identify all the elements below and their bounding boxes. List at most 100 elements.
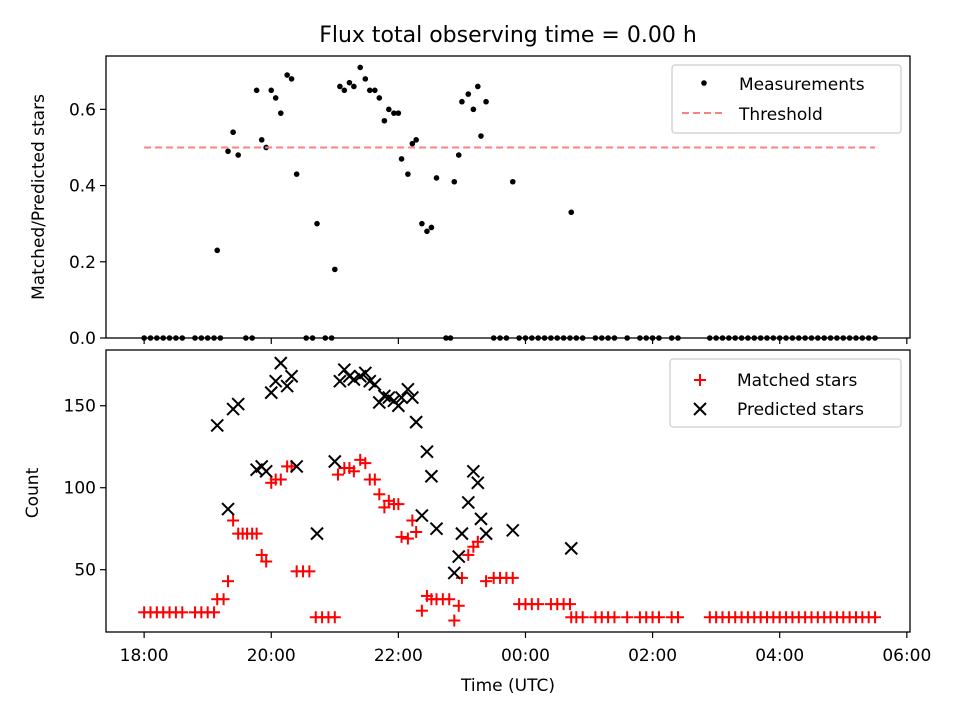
point-measurements xyxy=(424,228,430,235)
point-measurements xyxy=(475,83,481,90)
point-measurements xyxy=(230,129,236,136)
top-y-tick-label: 0.6 xyxy=(69,100,96,120)
point-matched-stars xyxy=(328,611,341,624)
point-predicted-stars xyxy=(452,549,466,564)
point-measurements xyxy=(258,137,265,143)
point-measurements xyxy=(366,87,373,94)
point-matched-stars xyxy=(208,606,221,619)
point-measurements xyxy=(284,72,290,78)
point-predicted-stars xyxy=(274,356,288,370)
point-measurements xyxy=(391,110,397,116)
bottom-axes-frame xyxy=(105,349,911,633)
point-matched-stars xyxy=(303,565,316,578)
point-measurements xyxy=(372,87,378,94)
top-axes-frame xyxy=(105,55,911,339)
point-predicted-stars xyxy=(429,522,444,536)
point-matched-stars xyxy=(480,575,493,588)
point-matched-stars xyxy=(260,555,273,568)
bottom-legend-box xyxy=(669,358,902,428)
point-measurements xyxy=(470,106,477,113)
point-matched-stars xyxy=(462,548,475,561)
legend-threshold-label: Threshold xyxy=(738,105,823,125)
point-matched-stars xyxy=(274,473,287,486)
point-predicted-stars xyxy=(401,382,415,397)
point-predicted-stars xyxy=(479,526,493,541)
bottom-y-tick-label: 100 xyxy=(64,479,96,499)
point-measurements xyxy=(332,266,338,273)
point-predicted-stars xyxy=(328,454,342,469)
point-measurements xyxy=(268,87,275,94)
point-measurements xyxy=(288,76,295,82)
point-predicted-stars xyxy=(284,369,299,383)
point-measurements xyxy=(362,76,369,82)
bottom-y-ticks: 50 100 150 xyxy=(64,397,106,581)
point-predicted-stars xyxy=(221,502,235,516)
point-matched-stars xyxy=(255,548,268,561)
bottom-x-ticks: 18:00 20:00 22:00 00:00 02:00 04:00 06:00 xyxy=(120,632,931,666)
bottom-x-tick-label: 22:00 xyxy=(374,646,423,666)
point-predicted-stars xyxy=(210,418,224,433)
legend-predicted-label: Predicted stars xyxy=(737,400,864,420)
point-measurements xyxy=(357,64,364,71)
point-predicted-stars xyxy=(474,512,488,526)
point-matched-stars xyxy=(410,525,423,538)
top-legend-box xyxy=(671,64,902,134)
bottom-x-tick-label: 20:00 xyxy=(247,646,296,666)
bottom-x-tick-label: 00:00 xyxy=(501,646,550,666)
point-predicted-stars xyxy=(415,508,429,523)
point-matched-stars xyxy=(563,598,576,611)
point-measurements xyxy=(314,220,320,227)
bottom-y-axis-label: Count xyxy=(23,467,43,518)
point-measurements xyxy=(509,178,516,185)
point-measurements xyxy=(405,171,411,177)
point-measurements xyxy=(433,175,440,181)
point-measurements xyxy=(277,110,284,116)
point-matched-stars xyxy=(448,614,461,627)
legend-measurements-marker xyxy=(701,80,707,86)
point-predicted-stars xyxy=(372,395,387,410)
bottom-x-tick-label: 06:00 xyxy=(882,646,931,666)
point-predicted-stars xyxy=(405,390,420,405)
point-measurements xyxy=(235,152,241,158)
bottom-y-tick-label: 150 xyxy=(64,397,96,417)
point-measurements xyxy=(465,91,472,97)
point-matched-stars xyxy=(672,611,685,624)
point-measurements xyxy=(459,98,465,105)
point-matched-stars xyxy=(378,501,391,514)
point-matched-stars xyxy=(359,457,372,470)
point-matched-stars xyxy=(176,606,189,619)
point-matched-stars xyxy=(443,593,456,606)
point-measurements xyxy=(478,133,484,139)
point-matched-stars xyxy=(331,468,344,481)
bottom-x-tick-label: 18:00 xyxy=(120,646,169,666)
point-predicted-stars xyxy=(280,379,294,393)
bottom-panel: 50 100 150 18:00 20:00 22:00 00:00 02:00 04:00 0… xyxy=(23,349,931,696)
point-matched-stars xyxy=(395,530,408,543)
legend-matched-label: Matched stars xyxy=(737,371,857,391)
point-predicted-stars xyxy=(391,399,406,413)
top-y-tick-label: 0.2 xyxy=(69,253,96,273)
top-y-tick-label: 0.4 xyxy=(69,177,96,197)
point-measurements xyxy=(253,87,260,94)
point-predicted-stars xyxy=(564,541,578,556)
point-predicted-stars xyxy=(264,385,278,400)
point-matched-stars xyxy=(401,532,414,545)
point-matched-stars xyxy=(452,599,465,612)
point-predicted-stars xyxy=(424,469,439,483)
point-matched-stars xyxy=(576,611,589,624)
point-matched-stars xyxy=(227,514,240,527)
point-matched-stars xyxy=(652,611,665,624)
point-measurements xyxy=(381,117,388,124)
point-measurements xyxy=(351,83,357,90)
point-predicted-stars xyxy=(506,523,520,538)
point-measurements xyxy=(225,148,231,155)
point-predicted-stars xyxy=(461,495,475,510)
top-y-ticks: 0.0 0.2 0.4 0.6 xyxy=(69,100,106,349)
point-matched-stars xyxy=(347,465,360,478)
point-predicted-stars xyxy=(368,377,382,392)
point-matched-stars xyxy=(368,473,381,486)
point-measurements xyxy=(272,95,279,101)
point-matched-stars xyxy=(415,604,428,617)
point-matched-stars xyxy=(608,611,621,624)
point-predicted-stars xyxy=(259,464,273,479)
